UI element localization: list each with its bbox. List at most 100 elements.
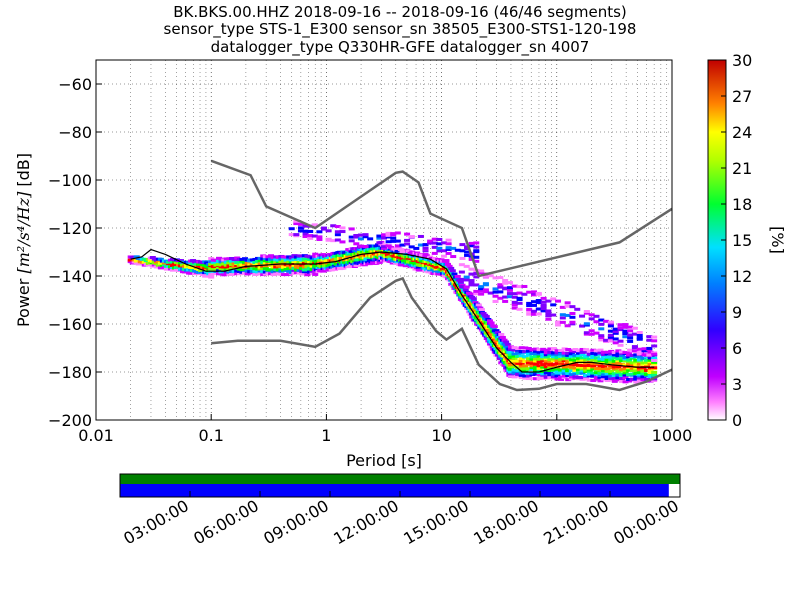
heatmap-cell [558,354,565,358]
heatmap-cell [529,361,536,365]
y-tick-label: −80 [58,123,92,142]
heatmap-cell [478,308,485,312]
heatmap-cell [200,265,207,269]
heatmap-cell [633,371,640,375]
heatmap-cell [454,248,461,252]
heatmap-cell [543,355,550,359]
heatmap-cell [588,329,595,333]
heatmap-cell [622,329,629,333]
heatmap-cell [615,352,622,356]
heatmap-cell [622,325,629,329]
heatmap-cell [385,244,392,248]
heatmap-cell [586,369,593,373]
x-tick-label: 1 [321,426,331,445]
heatmap-cell [454,274,461,278]
heatmap-cell [604,376,611,380]
heatmap-cell [473,283,480,287]
heatmap-cell [572,372,579,376]
heatmap-cell [428,266,435,270]
heatmap-cell [572,358,579,362]
heatmap-cell [492,287,499,291]
heatmap-cell [588,313,595,317]
heatmap-cell [615,354,622,358]
heatmap-cell [431,251,438,255]
heatmap-cell [302,224,309,228]
heatmap-cell [558,371,565,375]
heatmap-cell [651,339,658,343]
heatmap-cell [316,230,323,234]
heatmap-cell [507,352,514,356]
heatmap-cell [511,371,518,375]
heatmap-cell [617,323,624,327]
title-line-3: datalogger_type Q330HR-GFE datalogger_sn… [211,38,590,57]
heatmap-cell [526,307,533,311]
heatmap-cell [547,354,554,358]
heatmap-cell [530,300,537,304]
heatmap-cell [629,361,636,365]
heatmap-cell [543,365,550,369]
heatmap-cell [511,300,518,304]
heatmap-cell [440,241,447,245]
heatmap-cell [431,245,438,249]
heatmap-cell [583,322,590,326]
heatmap-cell [365,260,372,264]
heatmap-cell [565,360,572,364]
heatmap-cell [376,236,383,240]
heatmap-cell [293,233,300,237]
heatmap-cell [583,374,590,378]
heatmap-cell [503,344,510,348]
heatmap-cell [535,312,542,316]
heatmap-cell [462,288,469,292]
heatmap-cell [615,378,622,382]
heatmap-cell [526,312,533,316]
heatmap-cell [561,375,568,379]
heatmap-cell [618,367,625,371]
heatmap-cell [561,351,568,355]
heatmap-cell [568,365,575,369]
heatmap-cell [467,292,474,296]
heatmap-cell [569,322,576,326]
heatmap-cell [633,375,640,379]
heatmap-cell [529,367,536,371]
timeline-tick-label: 12:00:00 [330,496,402,548]
heatmap-cell [226,261,233,265]
heatmap-cell [536,371,543,375]
timeline-data-bar [120,484,669,497]
heatmap-cell [540,357,547,361]
heatmap-cell [533,377,540,381]
colorbar-tick-label: 9 [732,303,742,322]
heatmap-cell [597,357,604,361]
heatmap-cell [518,367,525,371]
heatmap-cell [565,356,572,360]
heatmap-cell [618,369,625,373]
heatmap-cell [646,346,653,350]
heatmap-cell [540,350,547,354]
heatmap-cell [640,350,647,354]
heatmap-cell [598,318,605,322]
heatmap-cell [601,353,608,357]
heatmap-cell [385,233,392,237]
heatmap-cell [357,237,364,241]
heatmap-cell [607,333,614,337]
heatmap-cell [558,348,565,352]
heatmap-cell [516,291,523,295]
heatmap-cell [554,362,561,366]
x-tick-label: 10 [431,426,451,445]
heatmap-cell [404,242,411,246]
heatmap-cell [316,237,323,241]
heatmap-cell [561,357,568,361]
heatmap-cell [458,270,465,274]
heatmap-cell [468,267,475,271]
heatmap-cell [515,359,522,363]
heatmap-cell [543,348,550,352]
heatmap-cell [597,366,604,370]
heatmap-cell [543,359,550,363]
heatmap-cell [515,361,522,365]
heatmap-cell [608,376,615,380]
heatmap-cell [540,309,547,313]
heatmap-cell [436,242,443,246]
heatmap-cell [593,377,600,381]
heatmap-cell [459,256,466,260]
heatmap-cell [311,234,318,238]
heatmap-cell [525,353,532,357]
